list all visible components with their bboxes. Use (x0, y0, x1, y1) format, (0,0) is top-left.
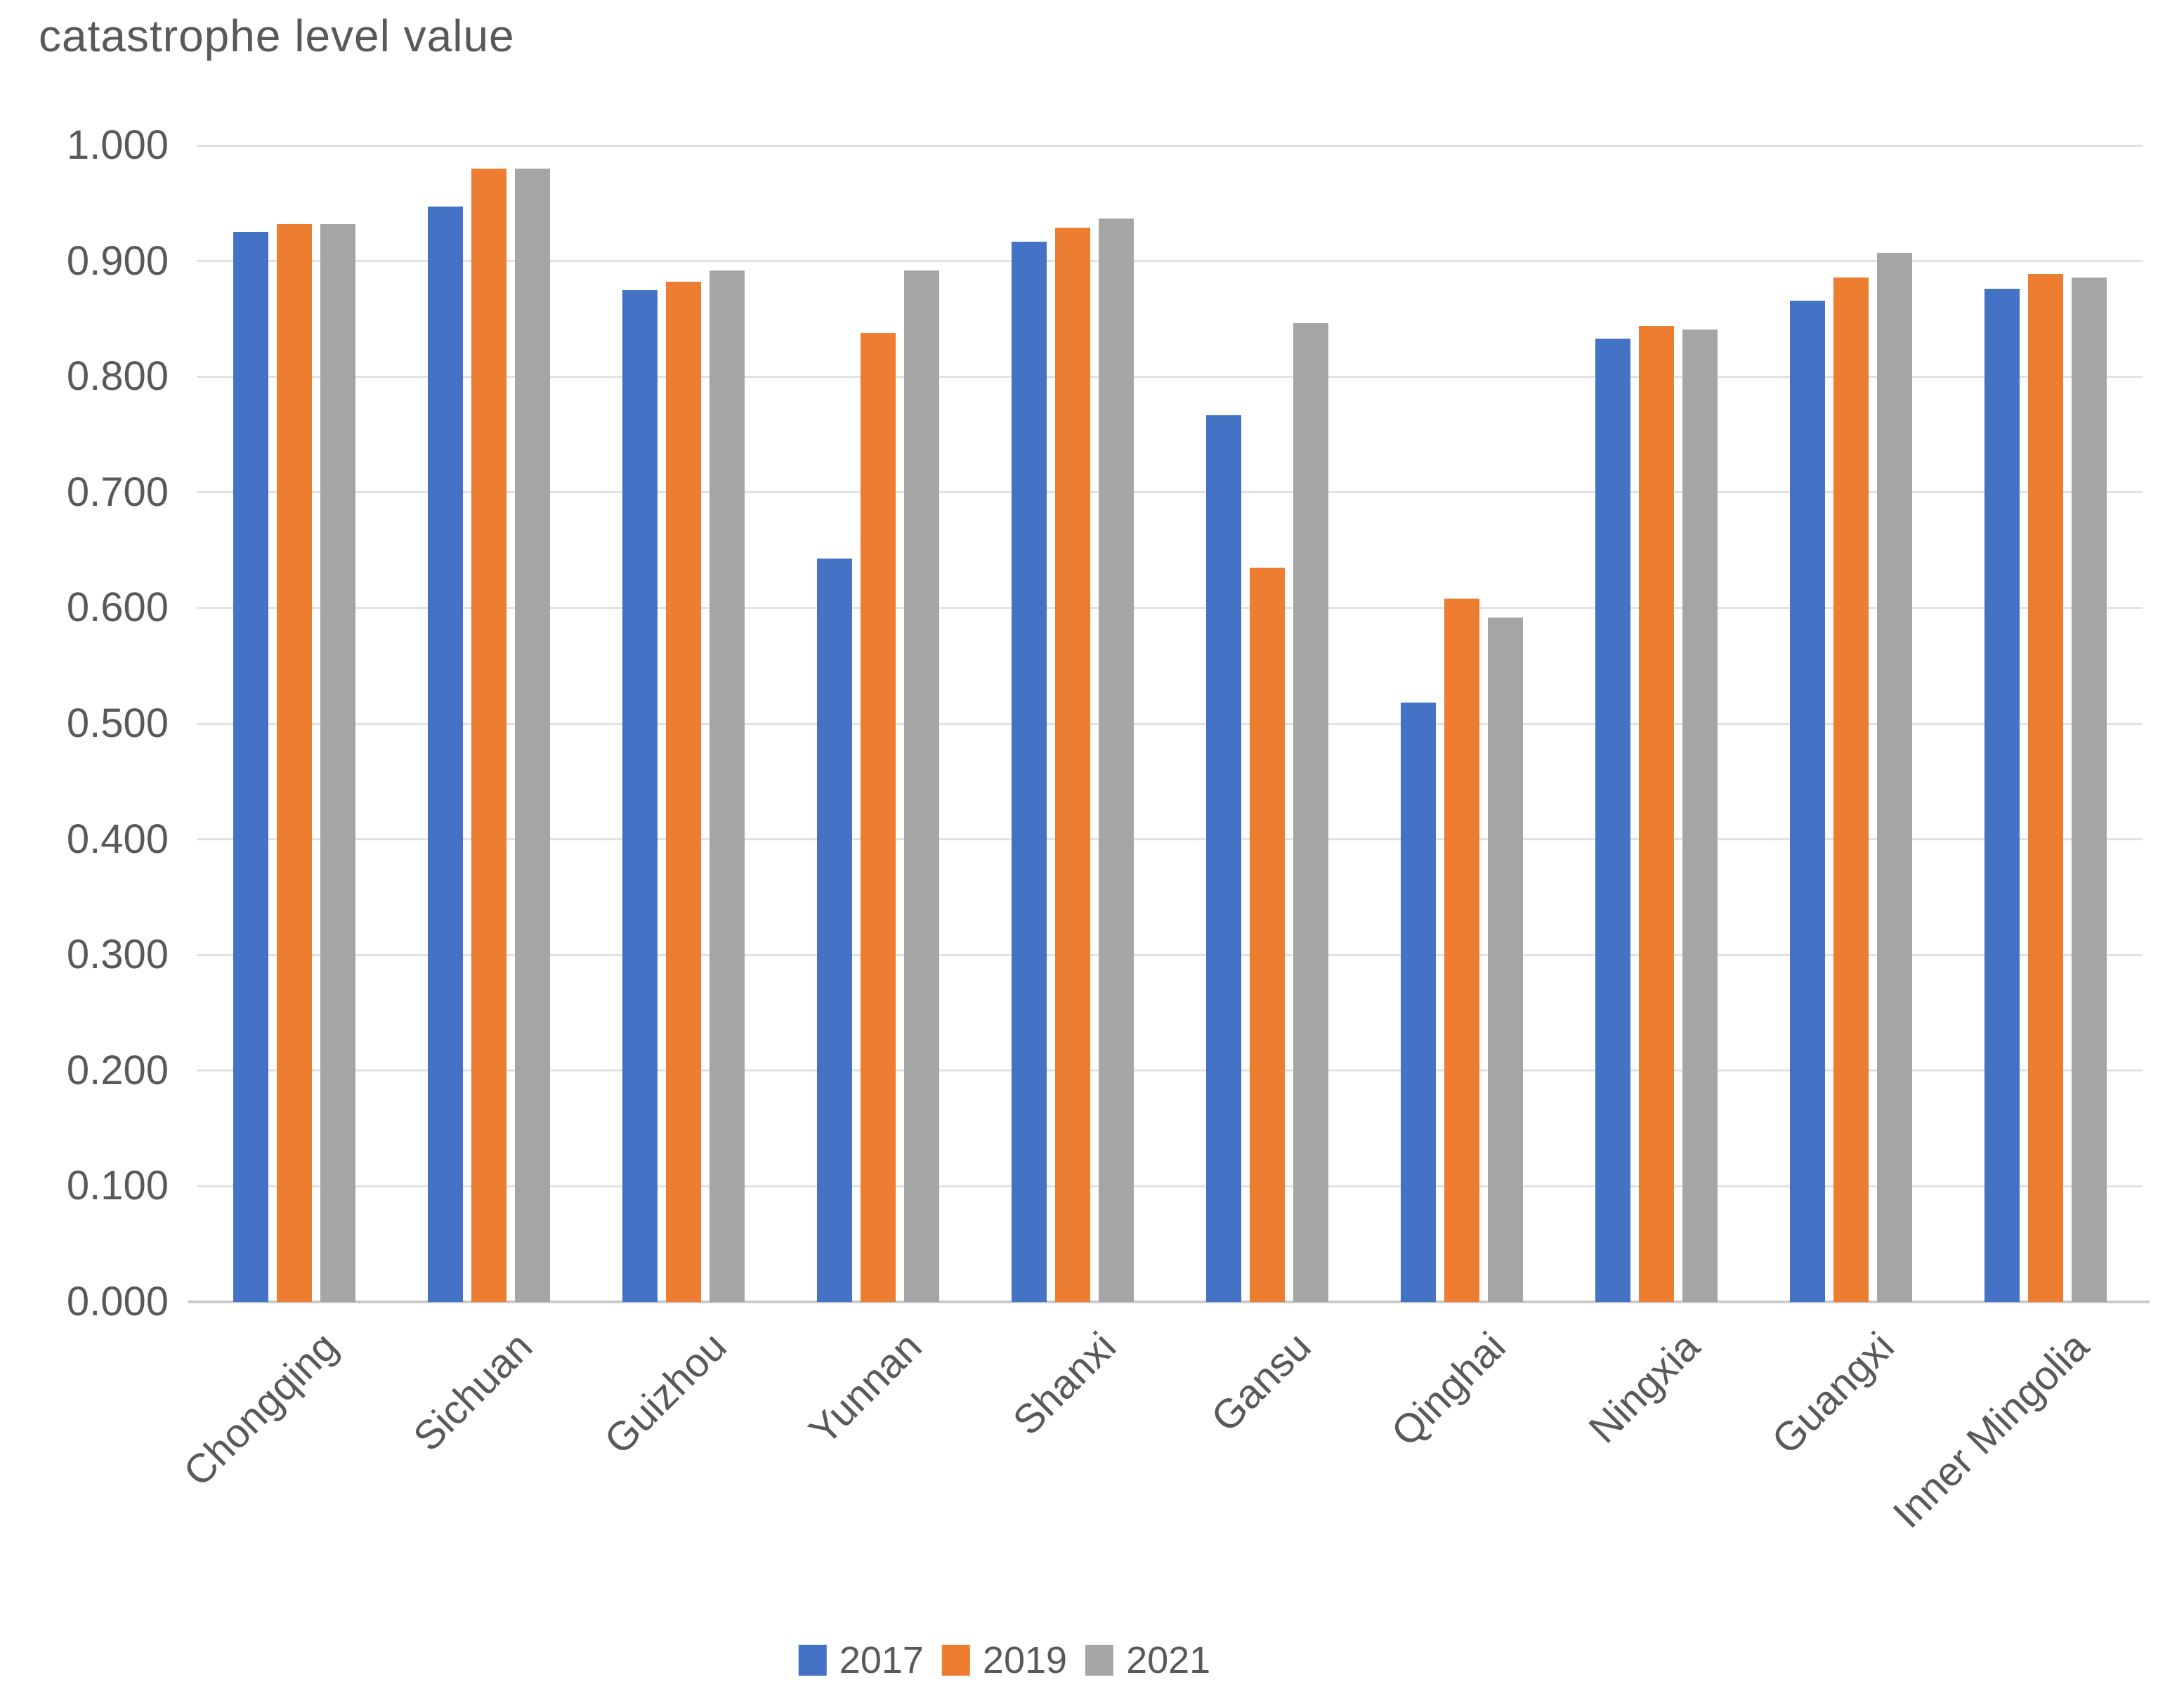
bar-2017-qinghai (1400, 703, 1436, 1302)
y-axis-tick-label: 0.100 (66, 1163, 169, 1209)
gridline (197, 838, 2143, 841)
bar-2017-chongqing (233, 232, 268, 1302)
bar-2019-chongqing (276, 223, 312, 1302)
y-axis-tick-label: 0.700 (66, 469, 169, 515)
legend-swatch-icon (941, 1645, 970, 1676)
x-axis-label: Ningxia (1580, 1323, 1709, 1452)
x-axis-label: Chongqing (174, 1323, 347, 1496)
legend: 2017 2019 2021 (798, 1638, 1210, 1682)
bar-2019-inner-mingolia (2027, 273, 2063, 1302)
y-axis-tick-label: 1.000 (66, 122, 169, 168)
bar-2017-shanxi (1011, 241, 1047, 1302)
gridline (197, 375, 2143, 378)
y-axis-tick-label: 0.000 (66, 1279, 169, 1324)
y-axis-tick-label: 0.500 (66, 700, 169, 746)
x-axis-label: Guizhou (596, 1323, 736, 1463)
bar-2017-ningxia (1595, 338, 1630, 1302)
x-axis-label: Guangxi (1763, 1323, 1904, 1463)
bar-2019-sichuan (471, 168, 506, 1302)
bar-2019-yunnan (860, 332, 896, 1302)
legend-item-2017: 2017 (798, 1638, 924, 1682)
legend-label: 2021 (1126, 1639, 1211, 1681)
gridline (197, 606, 2143, 609)
gridline (197, 953, 2143, 956)
x-axis-label: Gansu (1202, 1323, 1320, 1441)
legend-label: 2017 (839, 1639, 924, 1681)
bar-2021-inner-mingolia (2071, 277, 2107, 1302)
bar-2021-qinghai (1487, 617, 1523, 1302)
bar-2021-guizhou (709, 270, 745, 1302)
y-axis-tick-label: 0.900 (66, 237, 169, 284)
bar-2021-sichuan (514, 168, 550, 1302)
x-axis-label: Shanxi (1004, 1323, 1125, 1445)
gridline (197, 491, 2143, 494)
x-axis-label: Sichuan (404, 1323, 542, 1460)
legend-swatch-icon (1085, 1645, 1114, 1676)
bar-2021-yunnan (903, 270, 939, 1302)
bar-2021-shanxi (1098, 218, 1134, 1302)
x-axis-label: Inner Mingolia (1884, 1323, 2098, 1537)
bar-2017-guizhou (622, 289, 658, 1302)
bar-2019-shanxi (1054, 227, 1090, 1302)
gridline (197, 260, 2143, 263)
y-axis-tick-label: 0.800 (66, 353, 169, 400)
bar-2017-sichuan (427, 207, 463, 1302)
bar-2017-gansu (1205, 415, 1241, 1302)
y-axis-tick-label: 0.600 (66, 585, 169, 631)
bar-2019-guangxi (1833, 277, 1869, 1302)
legend-item-2021: 2021 (1085, 1638, 1210, 1682)
y-axis-tick-label: 0.400 (66, 816, 169, 862)
gridline (197, 144, 2143, 147)
gridline (197, 722, 2143, 725)
legend-label: 2019 (982, 1639, 1068, 1681)
x-axis-label: Yunnan (800, 1323, 931, 1454)
bar-2021-ningxia (1682, 329, 1718, 1302)
legend-item-2019: 2019 (941, 1638, 1068, 1682)
bar-2021-gansu (1293, 323, 1328, 1302)
y-axis-tick-label: 0.300 (66, 932, 169, 978)
bar-2021-chongqing (320, 223, 355, 1302)
bar-2019-guizhou (665, 282, 701, 1302)
x-axis-line (188, 1300, 2150, 1303)
bar-2021-guangxi (1876, 253, 1912, 1302)
bar-2019-ningxia (1638, 325, 1674, 1302)
chart-title: catastrophe level value (39, 11, 515, 61)
x-axis-label: Qinghai (1382, 1323, 1515, 1456)
y-axis-tick-label: 0.200 (66, 1047, 169, 1093)
bar-2017-inner-mingolia (1984, 289, 2020, 1302)
gridline (197, 1185, 2143, 1187)
bar-2019-gansu (1249, 567, 1285, 1302)
bar-2017-guangxi (1789, 300, 1825, 1302)
gridline (197, 1069, 2143, 1072)
bar-2019-qinghai (1444, 599, 1479, 1302)
bar-2017-yunnan (816, 558, 852, 1302)
legend-swatch-icon (798, 1645, 827, 1676)
